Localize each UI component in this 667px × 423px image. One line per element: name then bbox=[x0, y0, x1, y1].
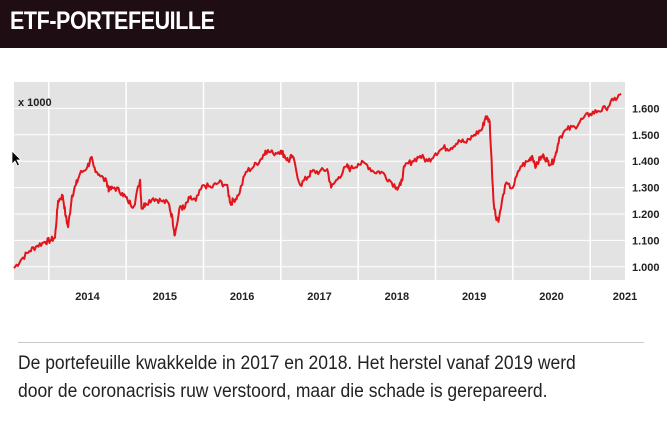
caption-divider bbox=[18, 342, 644, 343]
mouse-pointer-icon bbox=[11, 150, 22, 167]
y-tick-label: 1.600 bbox=[632, 103, 660, 115]
x-tick-label: 2020 bbox=[539, 291, 563, 303]
y-tick-label: 1.000 bbox=[632, 262, 660, 274]
x-tick-label: 2021 bbox=[613, 291, 637, 303]
y-tick-label: 1.200 bbox=[632, 209, 660, 221]
y-tick-label: 1.400 bbox=[632, 156, 660, 168]
unit-label: x 1000 bbox=[18, 97, 52, 109]
x-tick-label: 2018 bbox=[385, 291, 409, 303]
x-tick-label: 2016 bbox=[230, 291, 254, 303]
plot-area bbox=[14, 82, 625, 280]
portfolio-value-line bbox=[13, 93, 622, 269]
page-title: ETF-PORTEFEUILLE bbox=[10, 7, 215, 35]
y-tick-label: 1.500 bbox=[632, 130, 660, 142]
x-tick-label: 2019 bbox=[462, 291, 486, 303]
portfolio-line-chart: x 1000 1.000 1.100 1.200 1.300 1.400 1.500 1.60… bbox=[13, 82, 660, 303]
x-tick-label: 2017 bbox=[307, 291, 331, 303]
header-bar: ETF-PORTEFEUILLE bbox=[0, 0, 667, 48]
x-tick-label: 2015 bbox=[153, 291, 177, 303]
x-tick-label: 2014 bbox=[75, 291, 100, 303]
chart-caption: De portefeuille kwakkelde in 2017 en 201… bbox=[18, 353, 576, 402]
y-tick-label: 1.100 bbox=[632, 235, 660, 247]
y-tick-label: 1.300 bbox=[632, 183, 660, 195]
